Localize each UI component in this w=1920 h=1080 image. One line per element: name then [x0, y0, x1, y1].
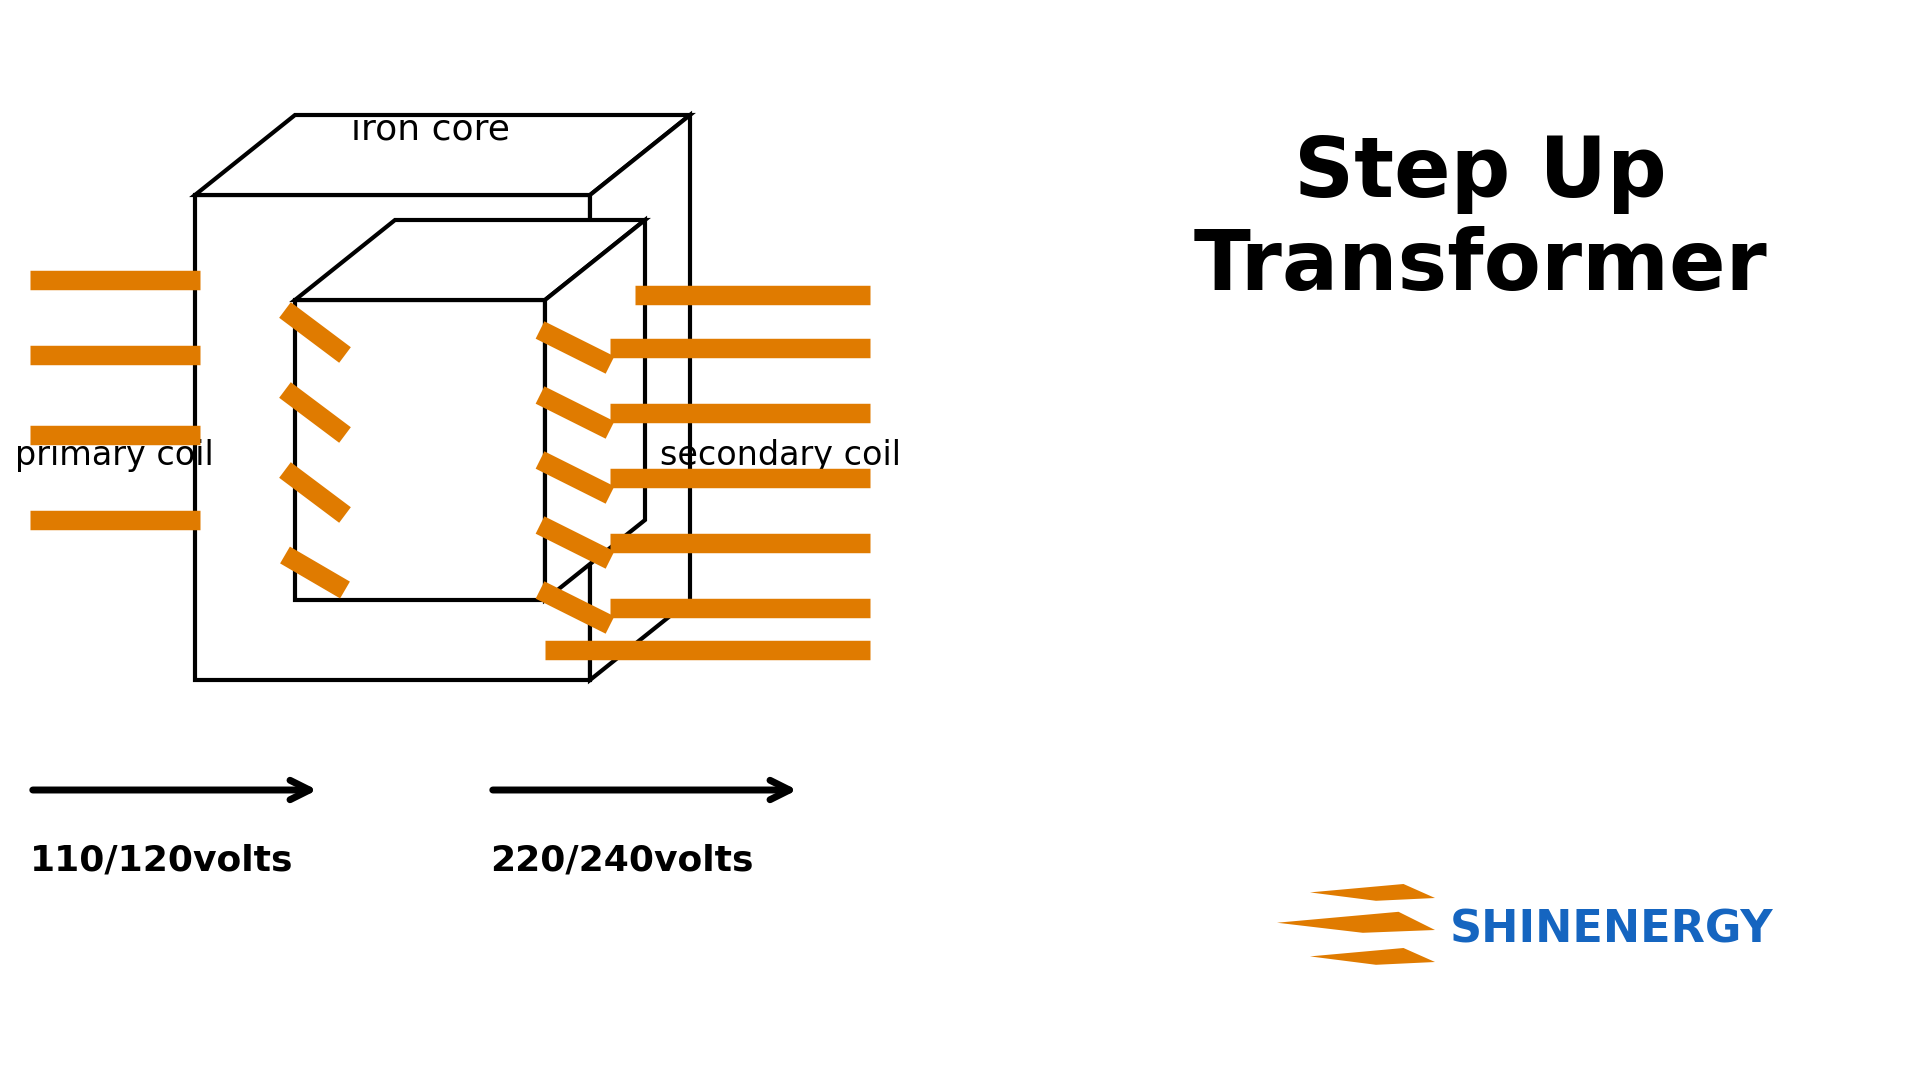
- Polygon shape: [296, 220, 645, 300]
- Polygon shape: [545, 220, 645, 600]
- Polygon shape: [589, 114, 689, 680]
- Text: Step Up
Transformer: Step Up Transformer: [1192, 133, 1766, 308]
- Text: iron core: iron core: [351, 113, 509, 147]
- Polygon shape: [1309, 885, 1434, 901]
- Polygon shape: [1277, 912, 1434, 933]
- Polygon shape: [1309, 948, 1434, 964]
- Text: 220/240volts: 220/240volts: [490, 843, 753, 877]
- Text: SHINENERGY: SHINENERGY: [1450, 908, 1774, 951]
- Text: secondary coil: secondary coil: [660, 438, 900, 472]
- Text: primary coil: primary coil: [15, 438, 213, 472]
- Text: 110/120volts: 110/120volts: [31, 843, 294, 877]
- Polygon shape: [196, 195, 589, 680]
- Polygon shape: [196, 114, 689, 195]
- Polygon shape: [296, 300, 545, 600]
